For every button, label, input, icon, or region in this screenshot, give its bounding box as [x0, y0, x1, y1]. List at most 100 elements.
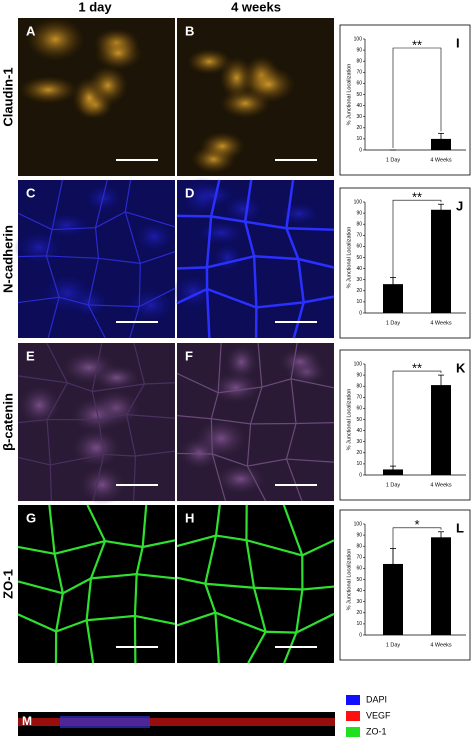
- y-tick-label: 90: [356, 532, 362, 538]
- cell-border: [297, 258, 305, 303]
- cell-border: [302, 585, 335, 591]
- significance-bracket: [392, 370, 442, 473]
- bar: [431, 537, 451, 635]
- cell-border: [176, 452, 213, 455]
- y-axis-label: % Junctional Localization: [346, 64, 352, 126]
- panel-letter: D: [185, 185, 194, 200]
- cell-border: [218, 386, 262, 394]
- cell-border: [86, 504, 107, 542]
- cell-border: [53, 553, 64, 594]
- x-tick-label: 1 Day: [386, 157, 401, 163]
- cell-border: [285, 179, 295, 229]
- cell-border: [285, 423, 297, 460]
- cell-signal: [18, 75, 78, 104]
- y-tick-label: 60: [356, 406, 362, 412]
- cell-border: [50, 453, 104, 466]
- error-bar: [438, 132, 444, 145]
- cell-border: [295, 422, 335, 425]
- cell-border: [51, 179, 64, 230]
- cell-border: [176, 372, 219, 394]
- cell-border: [286, 227, 335, 232]
- y-tick-label: 90: [356, 47, 362, 53]
- x-tick-label: 4 Weeks: [430, 482, 452, 488]
- cell-border: [52, 227, 96, 231]
- cell-border: [55, 619, 88, 633]
- y-tick-label: 80: [356, 384, 362, 390]
- y-tick-label: 10: [356, 461, 362, 467]
- cell-border: [206, 255, 255, 269]
- cell-border: [142, 539, 176, 549]
- y-tick-label: 90: [356, 210, 362, 216]
- cell-border: [286, 458, 335, 463]
- cell-signal: [241, 65, 296, 103]
- panel-letter: B: [185, 23, 194, 38]
- y-tick-label: 80: [356, 59, 362, 65]
- cell-border: [253, 586, 303, 591]
- legend-label: ZO-1: [366, 726, 387, 736]
- cell-border: [104, 539, 143, 549]
- cell-border: [17, 375, 68, 384]
- y-tick-label: 20: [356, 125, 362, 131]
- cell-border: [217, 342, 222, 393]
- cell-signal: [124, 286, 178, 324]
- cell-border: [86, 614, 136, 622]
- cell-border: [91, 391, 100, 420]
- column-header: 4 weeks: [231, 0, 281, 14]
- cell-border: [256, 301, 304, 309]
- cell-signal: [77, 464, 128, 506]
- cell-border: [85, 620, 95, 664]
- y-tick-label: 60: [356, 81, 362, 87]
- panel-letter: G: [26, 510, 36, 525]
- error-bar: [438, 531, 444, 543]
- y-tick-label: 20: [356, 288, 362, 294]
- cell-border: [98, 257, 141, 264]
- legend-swatch: [346, 695, 360, 705]
- cell-border: [290, 342, 298, 379]
- y-tick-label: 100: [354, 199, 363, 205]
- panel-letter: J: [456, 198, 463, 213]
- cell-signal: [68, 395, 126, 435]
- x-tick-label: 4 Weeks: [430, 320, 452, 326]
- cell-border: [245, 540, 256, 588]
- cell-border: [49, 464, 52, 502]
- y-tick-label: 50: [356, 417, 362, 423]
- cell-border: [210, 215, 246, 223]
- cell-border: [295, 612, 335, 634]
- y-tick-label: 70: [356, 233, 362, 239]
- row-label: N-cadherin: [0, 225, 15, 293]
- x-tick-label: 4 Weeks: [430, 642, 452, 648]
- signal-band: [18, 718, 335, 726]
- cell-border: [211, 453, 227, 502]
- cell-border: [126, 383, 145, 415]
- cell-signal: [209, 370, 263, 405]
- y-tick-label: 50: [356, 92, 362, 98]
- cell-border: [246, 539, 303, 557]
- cell-border: [214, 611, 267, 633]
- y-tick-label: 0: [359, 147, 362, 153]
- cell-border: [136, 573, 176, 580]
- legend-swatch: [346, 727, 360, 737]
- cell-border: [254, 255, 299, 261]
- y-axis-label: % Junctional Localization: [346, 389, 352, 451]
- cell-signal: [26, 17, 85, 62]
- cell-border: [265, 630, 297, 634]
- cell-border: [176, 287, 208, 305]
- cell-border: [92, 454, 105, 502]
- panel-letter: M: [22, 714, 32, 728]
- cell-border: [91, 342, 103, 392]
- cell-border: [45, 229, 53, 257]
- cell-border: [176, 534, 217, 548]
- cell-border: [285, 227, 300, 260]
- y-tick-label: 10: [356, 136, 362, 142]
- cell-border: [92, 383, 145, 393]
- significance-label: **: [412, 190, 422, 205]
- cell-border: [250, 386, 263, 425]
- column-header: 1 day: [78, 0, 112, 14]
- cell-signal: [210, 241, 245, 274]
- cell-border: [90, 573, 137, 580]
- cell-signal: [276, 201, 323, 227]
- cell-border: [87, 304, 106, 339]
- cell-border: [252, 256, 258, 308]
- cell-border: [45, 255, 60, 298]
- cell-border: [211, 418, 251, 425]
